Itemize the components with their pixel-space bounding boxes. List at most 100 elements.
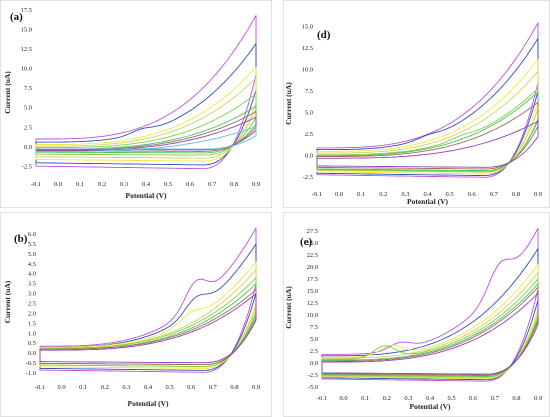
series-line bbox=[321, 292, 539, 375]
y-tick-label: 5.0 bbox=[24, 105, 32, 112]
series-line bbox=[39, 269, 257, 368]
x-tick-label: 0.3 bbox=[122, 384, 130, 391]
x-tick-label: 0.4 bbox=[423, 191, 432, 198]
y-tick-label: 25.0 bbox=[307, 240, 318, 247]
series-line bbox=[39, 261, 257, 369]
x-axis-label: Potential (V) bbox=[127, 399, 169, 408]
panel-label: (e) bbox=[300, 236, 313, 248]
y-tick-label: 3.5 bbox=[28, 281, 36, 288]
y-tick-label: -2.5 bbox=[308, 372, 318, 379]
x-tick-label: 0.0 bbox=[54, 181, 62, 188]
x-tick-label: 0.9 bbox=[252, 384, 260, 391]
y-tick-label: 5.0 bbox=[310, 336, 318, 343]
x-tick-label: 0.8 bbox=[512, 395, 520, 402]
series-line bbox=[39, 277, 257, 368]
x-tick-label: 0.6 bbox=[468, 191, 477, 198]
y-tick-label: -0.5 bbox=[26, 360, 36, 367]
panel-label: (a) bbox=[10, 11, 23, 23]
x-tick-label: 0.8 bbox=[230, 181, 238, 188]
panel-d: -2.5 0.0 2.5 5.0 7.5 10.0 12.5 15.0 -0.1 0.0 0.1 0.… bbox=[283, 0, 550, 208]
y-tick-label: -5.0 bbox=[308, 384, 318, 391]
y-tick-label: 10.0 bbox=[21, 66, 32, 73]
x-tick-label: 0.0 bbox=[340, 395, 348, 402]
x-tick-label: 0.1 bbox=[361, 395, 369, 402]
x-tick-label: 0.4 bbox=[144, 384, 153, 391]
y-tick-label: 15.0 bbox=[21, 27, 32, 34]
panel-label: (d) bbox=[317, 29, 331, 41]
x-axis-label: Potential (V) bbox=[125, 191, 167, 200]
x-tick-label: 0.0 bbox=[335, 191, 343, 198]
x-tick-label: 0.6 bbox=[187, 384, 196, 391]
x-tick-label: -0.1 bbox=[31, 181, 41, 188]
panel-a: -2.5 0.0 2.5 5.0 7.5 10.0 12.5 15.0 17.5 -0.1 0.0 0… bbox=[0, 0, 272, 208]
x-tick-label: 0.5 bbox=[164, 181, 172, 188]
y-tick-label: 0.0 bbox=[28, 350, 36, 357]
y-tick-label: 12.5 bbox=[302, 45, 313, 52]
y-tick-label: 10.0 bbox=[307, 312, 318, 319]
y-tick-label: 15.0 bbox=[302, 23, 313, 30]
x-tick-label: 0.7 bbox=[490, 191, 499, 198]
y-tick-label: 2.5 bbox=[310, 348, 318, 355]
y-tick-label: 20.0 bbox=[307, 264, 318, 271]
x-tick-label: 0.2 bbox=[101, 384, 109, 391]
y-tick-label: 5.5 bbox=[28, 241, 36, 248]
x-tick-label: 0.3 bbox=[120, 181, 128, 188]
x-tick-label: 0.6 bbox=[186, 181, 195, 188]
series-line bbox=[39, 293, 257, 364]
y-tick-label: 2.5 bbox=[24, 124, 32, 131]
series-line bbox=[39, 243, 257, 371]
x-tick-label: 0.4 bbox=[142, 181, 151, 188]
y-tick-label: 5.0 bbox=[28, 251, 36, 258]
y-axis-label: Current (uA) bbox=[3, 280, 12, 323]
x-tick-label: 0.7 bbox=[208, 181, 217, 188]
x-tick-label: 0.7 bbox=[209, 384, 218, 391]
y-tick-label: 0.0 bbox=[310, 360, 318, 367]
y-tick-label: 4.5 bbox=[28, 261, 36, 268]
y-tick-label: 0.5 bbox=[28, 340, 36, 347]
x-axis-label: Potential (V) bbox=[409, 402, 451, 411]
series-line bbox=[316, 70, 539, 173]
x-tick-label: 0.9 bbox=[252, 181, 260, 188]
panel-label: (b) bbox=[14, 233, 28, 245]
x-tick-label: 0.1 bbox=[76, 181, 84, 188]
x-tick-label: 0.6 bbox=[469, 395, 478, 402]
y-tick-label: 10.0 bbox=[302, 66, 313, 73]
y-tick-label: 1.5 bbox=[28, 320, 36, 327]
y-axis-label: Current (uA) bbox=[284, 286, 293, 329]
y-tick-label: 2.5 bbox=[28, 300, 36, 307]
series-line bbox=[316, 91, 539, 172]
y-tick-label: -1.0 bbox=[26, 370, 36, 377]
x-axis-label: Potential (V) bbox=[407, 197, 449, 206]
x-tick-label: 0.4 bbox=[426, 395, 435, 402]
y-tick-label: 7.5 bbox=[305, 88, 313, 95]
x-tick-label: -0.1 bbox=[317, 395, 327, 402]
y-tick-label: 27.5 bbox=[307, 228, 318, 235]
x-tick-label: 0.5 bbox=[166, 384, 174, 391]
y-tick-label: 7.5 bbox=[310, 324, 318, 331]
y-tick-label: 2.5 bbox=[305, 131, 313, 138]
x-tick-label: 0.1 bbox=[79, 384, 87, 391]
y-tick-label: 7.5 bbox=[24, 85, 32, 92]
y-tick-label: 0.0 bbox=[305, 153, 313, 160]
y-axis-label: Current (uA) bbox=[284, 82, 293, 125]
y-tick-label: 6.0 bbox=[28, 231, 36, 238]
y-tick-label: 0.0 bbox=[24, 144, 32, 151]
x-tick-label: 0.5 bbox=[448, 395, 456, 402]
x-tick-label: 0.3 bbox=[404, 395, 412, 402]
y-tick-label: 3.0 bbox=[28, 291, 36, 298]
y-tick-label: 5.0 bbox=[305, 110, 313, 117]
series-line bbox=[316, 87, 539, 172]
y-tick-label: 22.5 bbox=[307, 252, 318, 259]
panel-frame bbox=[0, 0, 272, 208]
x-tick-label: -0.1 bbox=[35, 384, 45, 391]
series-line bbox=[35, 126, 257, 152]
x-tick-label: 0.0 bbox=[58, 384, 66, 391]
y-tick-label: 15.0 bbox=[307, 288, 318, 295]
panel-e: -5.0 -2.5 0.0 2.5 5.0 7.5 10.0 12.5 15.0 17.5 20.0… bbox=[283, 212, 550, 417]
series-line bbox=[39, 289, 257, 366]
series-line bbox=[316, 101, 539, 170]
x-tick-label: 0.2 bbox=[98, 181, 106, 188]
y-tick-label: -2.5 bbox=[303, 174, 313, 181]
x-tick-label: 0.9 bbox=[534, 395, 542, 402]
